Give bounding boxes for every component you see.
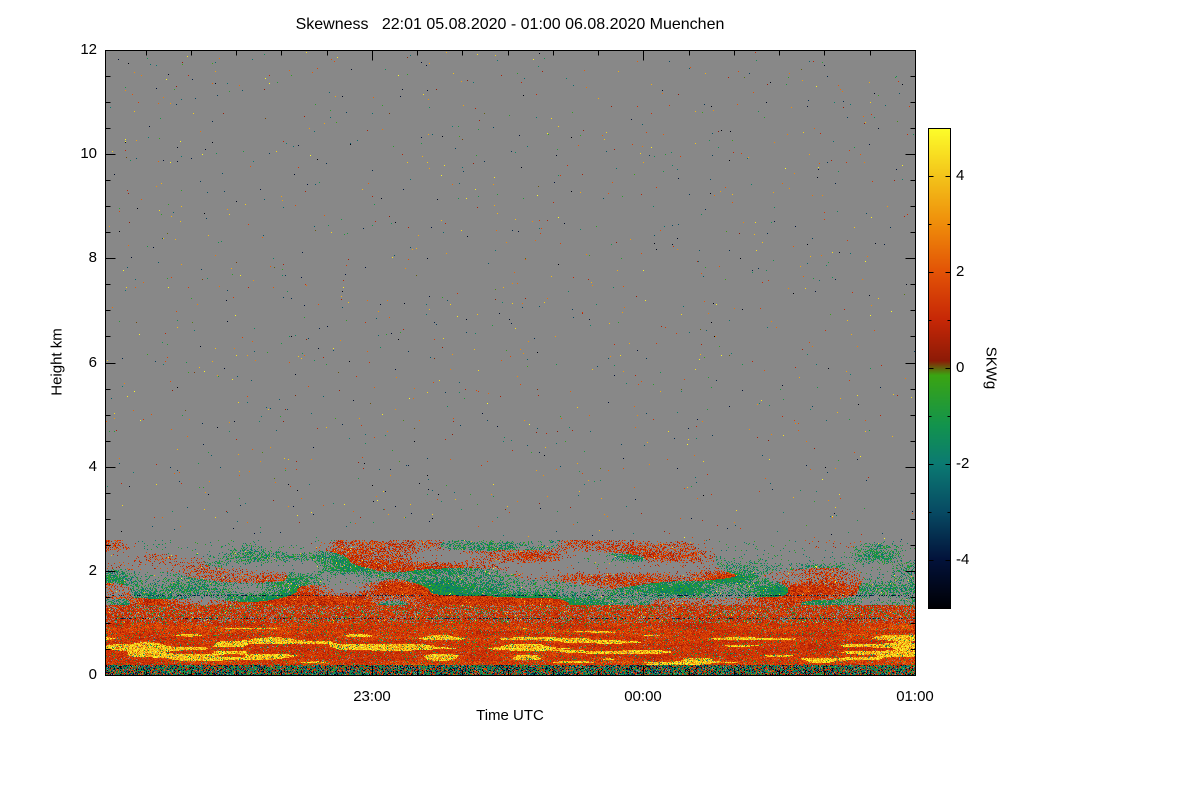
- y-tick-label: 0: [88, 666, 97, 683]
- x-axis-label: Time UTC: [476, 707, 544, 724]
- y-tick-label: 2: [88, 562, 97, 579]
- colorbar-tick-label: -2: [956, 455, 970, 472]
- colorbar-tick-label: 2: [956, 263, 965, 280]
- colorbar-tick-label: 0: [956, 359, 965, 376]
- x-tick-label: 23:00: [353, 688, 391, 705]
- y-tick-label: 10: [80, 145, 97, 162]
- colorbar-tick-label: 4: [956, 167, 965, 184]
- x-tick-label: 01:00: [896, 688, 934, 705]
- y-tick-label: 4: [88, 458, 97, 475]
- y-tick-label: 12: [80, 41, 97, 58]
- x-tick-label: 00:00: [624, 688, 662, 705]
- y-tick-label: 8: [88, 249, 97, 266]
- y-tick-label: 6: [88, 354, 97, 371]
- colorbar-tick-label: -4: [956, 551, 970, 568]
